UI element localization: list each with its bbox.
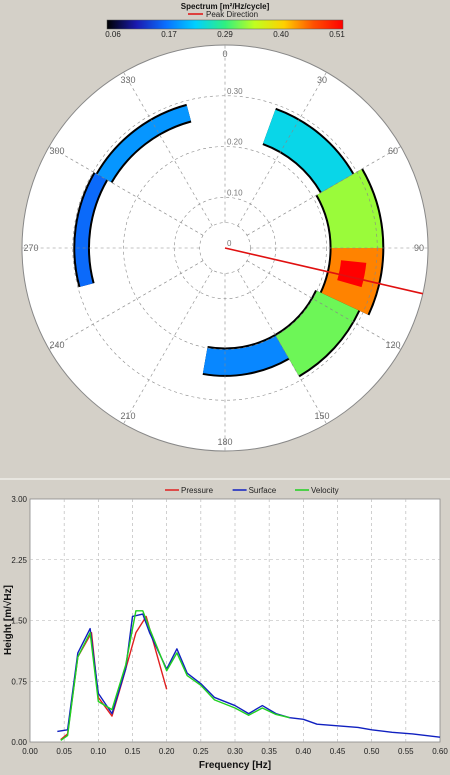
colorbar-tick-label: 0.17 <box>161 30 177 39</box>
colorbar-title: Spectrum [m²/Hz/cycle] <box>181 2 270 11</box>
colorbar <box>106 19 344 30</box>
x-tick-label: 0.10 <box>91 747 107 756</box>
frequency-spectrum-chart: Pressure Surface Velocity 0.00 0.05 0.10 0.15… <box>3 486 448 771</box>
energy-band <box>97 105 191 183</box>
colorbar-tick-label: 0.40 <box>273 30 289 39</box>
x-tick-label: 0.50 <box>364 747 380 756</box>
peak-direction-line <box>224 247 423 295</box>
radial-label: 0.20 <box>227 138 243 147</box>
legend-peak-direction-label: Peak Direction <box>206 10 258 19</box>
angle-label: 0 <box>222 49 227 59</box>
energy-band <box>337 260 367 288</box>
legend-label: Velocity <box>311 486 339 495</box>
angle-label: 240 <box>49 340 64 350</box>
angle-label: 60 <box>388 146 398 156</box>
x-tick-label: 0.00 <box>22 747 38 756</box>
angle-label: 330 <box>120 75 135 85</box>
energy-band <box>75 173 107 287</box>
legend-label: Pressure <box>181 486 214 495</box>
polar-spectrum-panel: Spectrum [m²/Hz/cycle] Peak Direction 0.… <box>21 2 429 452</box>
x-tick-label: 0.45 <box>330 747 346 756</box>
legend-label: Surface <box>249 486 277 495</box>
colorbar-tick-label: 0.29 <box>217 30 233 39</box>
x-tick-label: 0.40 <box>296 747 312 756</box>
angle-label: 180 <box>217 437 232 447</box>
x-tick-label: 0.60 <box>432 747 448 756</box>
y-tick-label: 1.50 <box>11 617 27 626</box>
angle-label: 270 <box>23 243 38 253</box>
radial-label: 0.10 <box>227 188 243 197</box>
x-tick-label: 0.25 <box>193 747 209 756</box>
radial-label: 0 <box>227 239 232 248</box>
x-tick-label: 0.20 <box>159 747 175 756</box>
x-axis-title: Frequency [Hz] <box>199 760 271 771</box>
angle-label: 300 <box>49 146 64 156</box>
x-tick-label: 0.55 <box>398 747 414 756</box>
y-tick-label: 2.25 <box>11 556 27 565</box>
colorbar-tick-label: 0.06 <box>105 30 121 39</box>
energy-band <box>263 109 353 193</box>
radial-grid-circle <box>123 146 327 350</box>
energy-band <box>275 290 359 376</box>
angle-label: 120 <box>385 340 400 350</box>
series-line-velocity <box>60 610 290 741</box>
y-tick-label: 3.00 <box>11 495 27 504</box>
angle-label: 90 <box>414 243 424 253</box>
energy-band <box>202 335 289 375</box>
y-axis-title: Height [m/√Hz] <box>3 585 14 655</box>
angle-label: 150 <box>314 411 329 421</box>
radial-label: 0.30 <box>227 87 243 96</box>
angle-label: 30 <box>317 75 327 85</box>
x-tick-label: 0.15 <box>125 747 141 756</box>
energy-band <box>317 169 383 248</box>
x-tick-label: 0.35 <box>261 747 277 756</box>
colorbar-tick-label: 0.51 <box>329 30 345 39</box>
y-tick-label: 0.00 <box>11 738 27 747</box>
x-tick-label: 0.05 <box>56 747 72 756</box>
x-tick-label: 0.30 <box>227 747 243 756</box>
y-tick-label: 0.75 <box>11 677 27 686</box>
series-line-surface <box>57 613 441 738</box>
frequency-spectrum-panel: Pressure Surface Velocity 0.00 0.05 0.10 0.15… <box>0 478 450 775</box>
polar-spectrum-chart: Spectrum [m²/Hz/cycle] Peak Direction 0.… <box>21 2 429 452</box>
angle-label: 210 <box>120 411 135 421</box>
